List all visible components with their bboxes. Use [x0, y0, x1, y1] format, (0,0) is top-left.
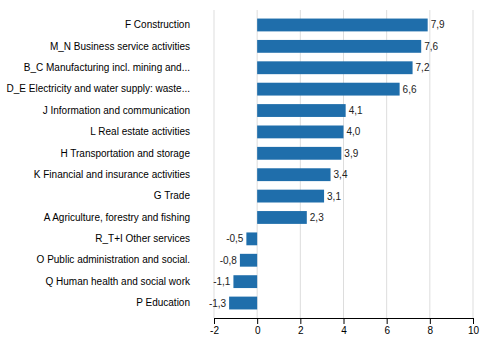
y-tick: P Education — [136, 297, 190, 308]
y-tick: D_E Electricity and water supply: waste.… — [7, 83, 190, 94]
y-tick-label: D_E Electricity and water supply: waste.… — [7, 83, 190, 94]
grid-line — [343, 10, 344, 318]
data-label: -0,8 — [220, 255, 238, 266]
grid-line — [386, 10, 387, 318]
x-tick: 2 — [298, 318, 304, 336]
bar — [257, 83, 399, 96]
y-tick-label: L Real estate activities — [90, 126, 190, 137]
x-tick-mark — [214, 318, 215, 324]
data-label: 3,4 — [334, 169, 348, 180]
x-tick-mark — [473, 318, 474, 324]
y-tick-label: M_N Business service activities — [50, 41, 190, 52]
plot: -2 0 2 4 6 8 10 P Education Q Human health and s… — [7, 10, 480, 336]
bar — [257, 147, 341, 160]
bar — [257, 104, 345, 117]
grid-line — [473, 10, 474, 318]
y-tick: R_T+I Other services — [95, 233, 190, 244]
y-tick: K Financial and insurance activities — [34, 169, 190, 180]
x-tick-mark — [257, 318, 258, 324]
x-tick-mark — [430, 318, 431, 324]
x-tick-mark — [387, 318, 388, 324]
data-label: -1,1 — [213, 276, 231, 287]
bar — [246, 232, 257, 245]
data-label: -1,3 — [209, 298, 227, 309]
x-tick-label: 8 — [428, 325, 434, 336]
data-label: 3,1 — [327, 191, 341, 202]
chart: -2 0 2 4 6 8 10 P Education Q Human health and s… — [0, 0, 491, 344]
x-tick: 4 — [341, 318, 347, 336]
y-axis: P Education Q Human health and social wor… — [7, 19, 191, 308]
grid-line — [429, 10, 430, 318]
bar — [257, 211, 307, 224]
bar — [257, 40, 421, 53]
data-labels: -1,3 -1,1 -0,8 -0,5 2,33,1 3,4 3,9 4,0 4,1 6,6 7,2… — [209, 19, 445, 308]
y-tick: J Information and communication — [43, 105, 190, 116]
y-tick: Q Human health and social work — [45, 276, 191, 287]
bar — [257, 126, 343, 139]
y-tick-label: G Trade — [154, 190, 191, 201]
bar — [257, 19, 428, 32]
bar — [257, 61, 412, 74]
x-tick: 0 — [255, 318, 261, 336]
y-tick-label: F Construction — [125, 19, 190, 30]
grid-line — [257, 10, 258, 318]
y-tick-label: A Agriculture, forestry and fishing — [44, 212, 190, 223]
bars — [229, 19, 428, 310]
x-tick-label: -2 — [210, 325, 219, 336]
data-label: 7,6 — [424, 41, 438, 52]
bar — [229, 297, 257, 310]
data-label: 7,9 — [431, 19, 445, 30]
y-tick-label: J Information and communication — [43, 105, 190, 116]
y-tick-label: K Financial and insurance activities — [34, 169, 190, 180]
y-tick: L Real estate activities — [90, 126, 190, 137]
x-tick-label: 6 — [384, 325, 390, 336]
data-label: 2,3 — [310, 212, 324, 223]
y-tick-label: R_T+I Other services — [95, 233, 190, 244]
data-label: 3,9 — [344, 148, 358, 159]
y-tick-label: Q Human health and social work — [45, 276, 191, 287]
x-tick-label: 0 — [255, 325, 261, 336]
y-tick: A Agriculture, forestry and fishing — [44, 212, 190, 223]
bar — [233, 275, 257, 288]
x-tick: -2 — [210, 318, 219, 336]
data-label: 4,1 — [349, 105, 363, 116]
x-tick-label: 2 — [298, 325, 304, 336]
grid-line — [214, 10, 215, 318]
y-tick: G Trade — [154, 190, 191, 201]
x-tick-label: 4 — [341, 325, 347, 336]
bar — [257, 168, 330, 181]
y-tick: F Construction — [125, 19, 190, 30]
y-tick: M_N Business service activities — [50, 41, 190, 52]
x-axis: -2 0 2 4 6 8 10 — [210, 318, 479, 336]
y-tick-label: O Public administration and social. — [37, 254, 190, 265]
grid — [214, 10, 473, 318]
x-tick: 6 — [384, 318, 390, 336]
y-tick-label: P Education — [136, 297, 190, 308]
x-tick: 8 — [428, 318, 434, 336]
data-label: 4,0 — [347, 126, 361, 137]
x-tick-mark — [300, 318, 301, 324]
bar — [240, 254, 257, 267]
y-tick: B_C Manufacturing incl. mining and... — [24, 62, 190, 73]
bar — [257, 190, 324, 203]
y-tick-label: H Transportation and storage — [60, 148, 190, 159]
y-tick: H Transportation and storage — [60, 148, 190, 159]
data-label: -0,5 — [226, 233, 244, 244]
x-tick-label: 10 — [468, 325, 480, 336]
x-tick: 10 — [468, 318, 480, 336]
data-label: 6,6 — [403, 84, 417, 95]
x-tick-mark — [344, 318, 345, 324]
y-tick: O Public administration and social. — [37, 254, 190, 265]
grid-line — [300, 10, 301, 318]
y-tick-label: B_C Manufacturing incl. mining and... — [24, 62, 190, 73]
data-label: 7,2 — [416, 62, 430, 73]
